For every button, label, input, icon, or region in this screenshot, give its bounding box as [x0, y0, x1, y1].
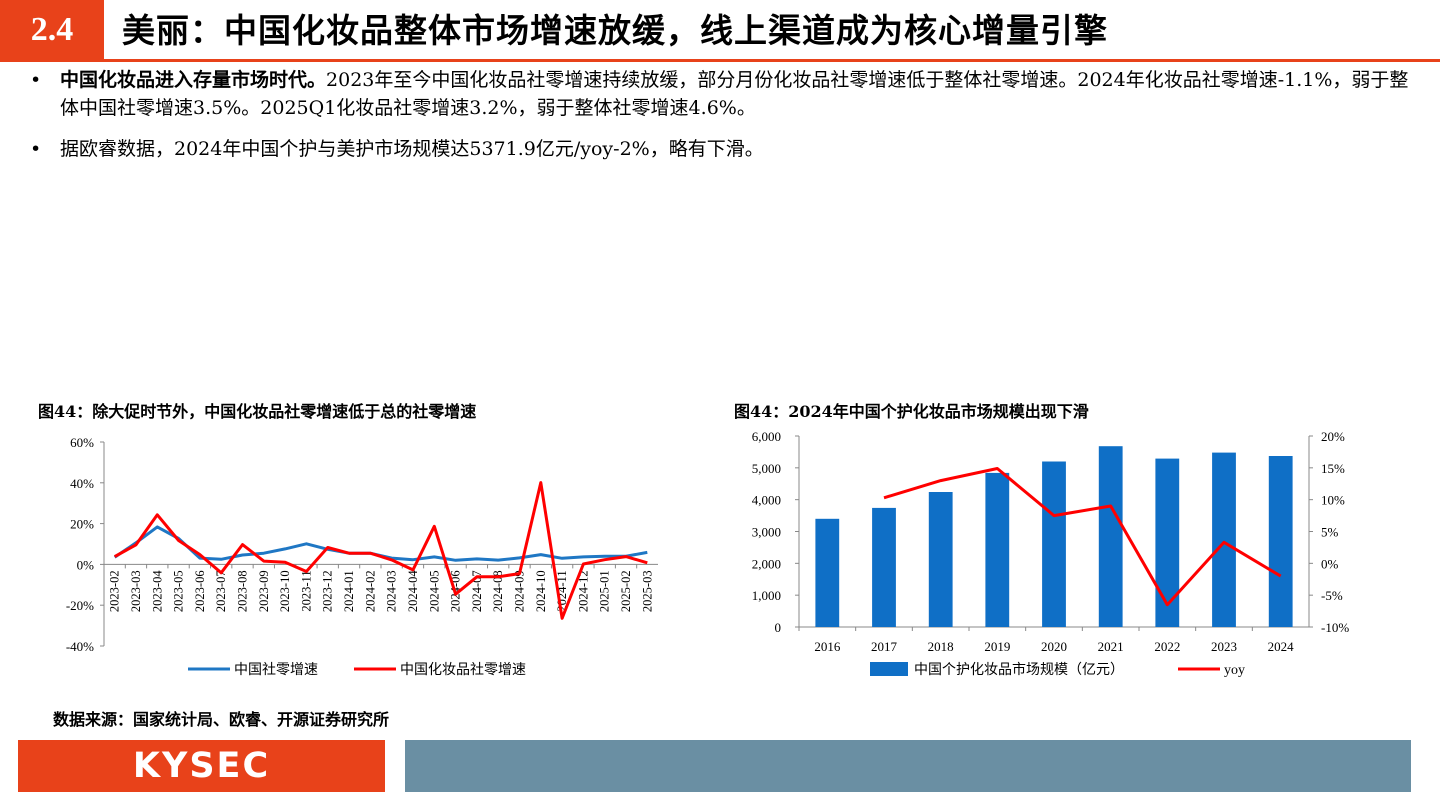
bullet-list: • 中国化妆品进入存量市场时代。2023年至今中国化妆品社零增速持续放缓，部分月…	[30, 66, 1410, 176]
y-tick-label: 40%	[70, 476, 94, 491]
figure-left-title: 图44：除大促时节外，中国化妆品社零增速低于总的社零增速	[38, 402, 477, 421]
x-tick-label: 2023-10	[278, 570, 292, 612]
page-title: 美丽：中国化妆品整体市场增速放缓，线上渠道成为核心增量引擎	[122, 11, 1108, 50]
y-tick-label: -20%	[66, 598, 94, 613]
y-left-tick-label: 2,000	[752, 556, 781, 571]
x-tick-label: 2024-09	[513, 570, 527, 612]
x-tick-label: 2023-11	[299, 570, 313, 611]
x-tick-label: 2023	[1211, 639, 1237, 654]
y-left-tick-label: 0	[775, 620, 782, 635]
y-right-tick-label: 15%	[1321, 461, 1345, 476]
bar	[1042, 461, 1066, 627]
series-line-cosmetics	[113, 481, 648, 620]
y-left-tick-label: 4,000	[752, 493, 781, 508]
bar	[1155, 458, 1180, 627]
x-tick-label: 2024	[1268, 639, 1295, 654]
footer-bar	[405, 740, 1411, 792]
legend-label-cosmetics: 中国化妆品社零增速	[400, 662, 526, 678]
y-tick-label: 60%	[70, 435, 94, 450]
x-tick-label: 2019	[984, 639, 1010, 654]
header-divider	[0, 59, 1440, 62]
bar	[815, 518, 840, 627]
y-tick-label: -40%	[66, 639, 94, 654]
x-tick-label: 2020	[1041, 639, 1067, 654]
bar	[985, 472, 1010, 627]
y-tick-label: 0%	[77, 557, 95, 572]
x-tick-label: 2025-01	[598, 570, 612, 612]
legend-swatch-market-size	[870, 662, 908, 676]
series-line-yoy	[883, 467, 1282, 607]
x-tick-label: 2021	[1098, 639, 1124, 654]
bullet-marker: •	[30, 138, 42, 160]
bar	[1268, 456, 1293, 627]
y-left-tick-label: 1,000	[752, 588, 781, 603]
x-tick-label: 2023-07	[214, 570, 228, 612]
figure-right-title: 图44：2024年中国个护化妆品市场规模出现下滑	[734, 402, 1089, 421]
x-tick-label: 2024-02	[363, 570, 377, 612]
x-tick-label: 2024-01	[342, 570, 356, 612]
x-tick-label: 2023-12	[321, 570, 335, 612]
x-tick-label: 2017	[871, 639, 898, 654]
x-tick-label: 2024-03	[385, 570, 399, 612]
y-right-tick-label: -5%	[1321, 588, 1343, 603]
y-left-tick-label: 5,000	[752, 461, 781, 476]
x-tick-label: 2025-02	[619, 570, 633, 612]
y-right-tick-label: 0%	[1321, 556, 1339, 571]
x-tick-label: 2024-05	[427, 570, 441, 612]
x-tick-label: 2023-02	[108, 570, 122, 612]
y-right-tick-label: 20%	[1321, 429, 1345, 444]
footer-logo-block: KYSEC	[18, 740, 385, 792]
bullet-text: 2023年至今中国化妆品社零增速持续放缓，部分月份化妆品社零增速低于整体社零增速…	[60, 69, 1409, 119]
x-tick-label: 2023-06	[193, 570, 207, 612]
bullet-text: 据欧睿数据，2024年中国个护与美护市场规模达5371.9亿元/yoy-2%，略…	[60, 138, 764, 160]
y-left-tick-label: 3,000	[752, 525, 781, 540]
bullet-marker: •	[30, 69, 42, 91]
kysec-logo: KYSEC	[132, 746, 271, 786]
bar	[1212, 452, 1236, 627]
x-tick-label: 2024-12	[576, 570, 590, 612]
data-source: 数据来源：国家统计局、欧睿、开源证券研究所	[53, 710, 390, 729]
x-tick-label: 2023-05	[172, 570, 186, 612]
x-tick-label: 2022	[1154, 639, 1180, 654]
line-chart: 60% 40% 20% 0% -20% -40% 2023-02 2023-03 2023-04…	[66, 435, 658, 678]
bar	[928, 492, 953, 627]
section-number: 2.4	[0, 0, 104, 60]
x-tick-label: 2016	[814, 639, 841, 654]
bullet-item: • 据欧睿数据，2024年中国个护与美护市场规模达5371.9亿元/yoy-2%…	[30, 135, 1410, 163]
x-tick-label: 2024-08	[491, 570, 505, 612]
x-tick-label: 2018	[928, 639, 954, 654]
legend-label-yoy: yoy	[1224, 663, 1245, 678]
bullet-item: • 中国化妆品进入存量市场时代。2023年至今中国化妆品社零增速持续放缓，部分月…	[30, 66, 1410, 122]
y-left-tick-label: 6,000	[752, 429, 781, 444]
x-tick-label: 2023-09	[257, 570, 271, 612]
bar	[1098, 446, 1123, 627]
legend-label-market-size: 中国个护化妆品市场规模（亿元）	[914, 661, 1124, 678]
x-tick-label: 2024-10	[534, 570, 548, 612]
y-right-tick-label: 5%	[1321, 525, 1339, 540]
legend-label-retail: 中国社零增速	[234, 662, 318, 678]
bullet-bold-text: 中国化妆品进入存量市场时代。	[60, 69, 327, 91]
x-tick-label: 2023-08	[236, 570, 250, 612]
y-right-tick-label: -10%	[1321, 620, 1349, 635]
x-tick-label: 2024-04	[406, 570, 420, 612]
x-tick-label: 2023-03	[129, 570, 143, 612]
x-tick-label: 2025-03	[640, 570, 654, 612]
bar	[872, 507, 896, 627]
y-right-tick-label: 10%	[1321, 493, 1345, 508]
x-tick-label: 2023-04	[150, 570, 164, 612]
bar-line-chart: 6,000 5,000 4,000 3,000 2,000 1,000 0 20% 15% 10%…	[752, 429, 1350, 678]
y-tick-label: 20%	[70, 517, 94, 532]
